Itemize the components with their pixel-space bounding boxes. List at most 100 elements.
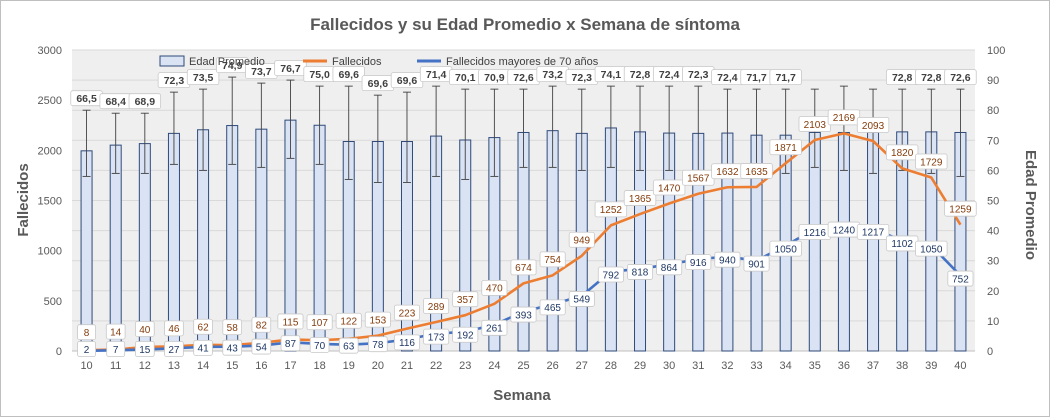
label-fallecidos: 674 bbox=[515, 263, 532, 274]
label-edad: 71,7 bbox=[775, 72, 796, 84]
label-fallecidos: 357 bbox=[457, 295, 474, 306]
label-fallecidos-box bbox=[306, 314, 333, 331]
label-fallecidos: 470 bbox=[486, 284, 503, 295]
label-fallecidos-box bbox=[452, 291, 479, 308]
legend-label-edad: Edad Promedio bbox=[189, 56, 265, 68]
label-mayores-box bbox=[685, 254, 712, 270]
y-tick-label: 2500 bbox=[38, 95, 62, 107]
y2-tick-label: 60 bbox=[987, 165, 999, 177]
label-fallecidos-box bbox=[594, 201, 628, 218]
y2-tick-label: 50 bbox=[987, 196, 999, 208]
x-tick-label: 33 bbox=[750, 360, 762, 372]
label-fallecidos-box bbox=[856, 117, 890, 133]
label-fallecidos: 115 bbox=[282, 317, 298, 328]
label-mayores-box bbox=[393, 334, 420, 351]
label-edad: 68,4 bbox=[105, 96, 126, 108]
x-tick-label: 14 bbox=[197, 360, 209, 372]
bar-edad bbox=[80, 150, 93, 352]
x-tick-label: 25 bbox=[517, 360, 529, 372]
label-mayores-box bbox=[856, 223, 890, 240]
label-mayores: 116 bbox=[399, 338, 415, 349]
label-edad: 74,9 bbox=[222, 60, 243, 72]
x-tick-label: 21 bbox=[401, 360, 413, 372]
label-edad: 69,6 bbox=[368, 78, 389, 90]
y-tick-label: 3000 bbox=[38, 45, 62, 57]
x-tick-label: 31 bbox=[692, 360, 704, 372]
label-edad: 72,3 bbox=[572, 72, 593, 84]
x-tick-label: 32 bbox=[721, 360, 733, 372]
x-tick-label: 19 bbox=[343, 360, 355, 372]
label-fallecidos: 949 bbox=[573, 236, 590, 247]
label-mayores: 87 bbox=[285, 339, 297, 350]
label-edad: 72,4 bbox=[717, 72, 738, 84]
legend-swatch-edad bbox=[159, 55, 185, 67]
label-edad: 72,4 bbox=[659, 69, 680, 81]
label-edad: 72,3 bbox=[164, 75, 185, 87]
label-fallecidos-box bbox=[277, 313, 304, 330]
label-fallecidos: 153 bbox=[370, 315, 387, 326]
x-tick-label: 34 bbox=[780, 360, 792, 372]
y2-tick-label: 90 bbox=[987, 75, 999, 87]
label-mayores-box bbox=[164, 341, 184, 357]
label-mayores-box bbox=[481, 319, 508, 336]
label-fallecidos: 1567 bbox=[687, 174, 710, 185]
x-tick-label: 38 bbox=[896, 360, 908, 372]
label-mayores-box bbox=[338, 337, 359, 354]
label-fallecidos-box bbox=[423, 298, 450, 314]
label-mayores-box bbox=[193, 339, 213, 356]
label-fallecidos-box bbox=[568, 231, 595, 248]
label-mayores: 792 bbox=[603, 270, 620, 281]
label-mayores: 752 bbox=[952, 274, 969, 285]
label-mayores-box bbox=[251, 338, 272, 355]
label-mayores: 41 bbox=[198, 344, 210, 355]
label-mayores-box bbox=[368, 336, 388, 353]
bar-edad bbox=[138, 143, 151, 352]
label-edad-box bbox=[186, 69, 220, 86]
y2-tick-label: 40 bbox=[987, 226, 999, 238]
label-edad-box bbox=[332, 66, 365, 83]
label-edad: 72,8 bbox=[921, 72, 942, 84]
x-tick-label: 28 bbox=[605, 360, 617, 372]
label-mayores: 1102 bbox=[891, 239, 913, 250]
label-mayores-box bbox=[309, 337, 330, 353]
label-fallecidos: 40 bbox=[139, 325, 151, 336]
label-fallecidos: 1635 bbox=[745, 167, 768, 178]
x-tick-label: 35 bbox=[809, 360, 821, 372]
label-fallecidos-box bbox=[251, 316, 272, 333]
y2-tick-label: 10 bbox=[987, 316, 999, 328]
x-tick-label: 30 bbox=[663, 360, 675, 372]
label-mayores: 1050 bbox=[920, 244, 943, 255]
label-mayores: 70 bbox=[314, 341, 326, 352]
label-mayores-box bbox=[423, 328, 450, 345]
label-fallecidos: 2169 bbox=[833, 113, 856, 124]
label-fallecidos-box bbox=[164, 320, 184, 337]
label-edad: 72,8 bbox=[630, 69, 651, 81]
label-fallecidos: 46 bbox=[168, 324, 180, 335]
label-mayores: 818 bbox=[632, 268, 649, 279]
label-fallecidos-box bbox=[740, 163, 773, 179]
label-edad: 72,6 bbox=[513, 72, 534, 84]
y2-tick-label: 100 bbox=[987, 45, 1005, 57]
y-tick-label: 500 bbox=[44, 296, 62, 308]
label-edad: 70,9 bbox=[484, 72, 505, 84]
label-fallecidos: 62 bbox=[198, 323, 210, 334]
label-fallecidos-box bbox=[915, 153, 948, 170]
label-mayores: 63 bbox=[343, 341, 355, 352]
y-axis-title: Fallecidos bbox=[15, 163, 32, 236]
label-fallecidos: 1820 bbox=[891, 148, 914, 159]
label-mayores-box bbox=[77, 341, 96, 357]
left-axis-ticks: 0 500 1000 1500 2000 2500 3000 bbox=[38, 45, 62, 358]
label-fallecidos-box bbox=[652, 179, 686, 196]
x-tick-label: 29 bbox=[634, 360, 646, 372]
label-fallecidos: 1729 bbox=[920, 157, 943, 168]
label-mayores: 1240 bbox=[833, 225, 856, 236]
label-edad: 72,3 bbox=[688, 69, 709, 81]
label-fallecidos-box bbox=[364, 311, 391, 328]
label-edad: 72,6 bbox=[950, 72, 971, 84]
x-tick-label: 27 bbox=[576, 360, 588, 372]
label-mayores: 916 bbox=[690, 258, 707, 269]
label-edad: 73,7 bbox=[251, 66, 272, 78]
label-mayores-box bbox=[714, 251, 741, 268]
label-mayores: 7 bbox=[113, 345, 119, 356]
label-edad: 66,5 bbox=[76, 93, 97, 105]
